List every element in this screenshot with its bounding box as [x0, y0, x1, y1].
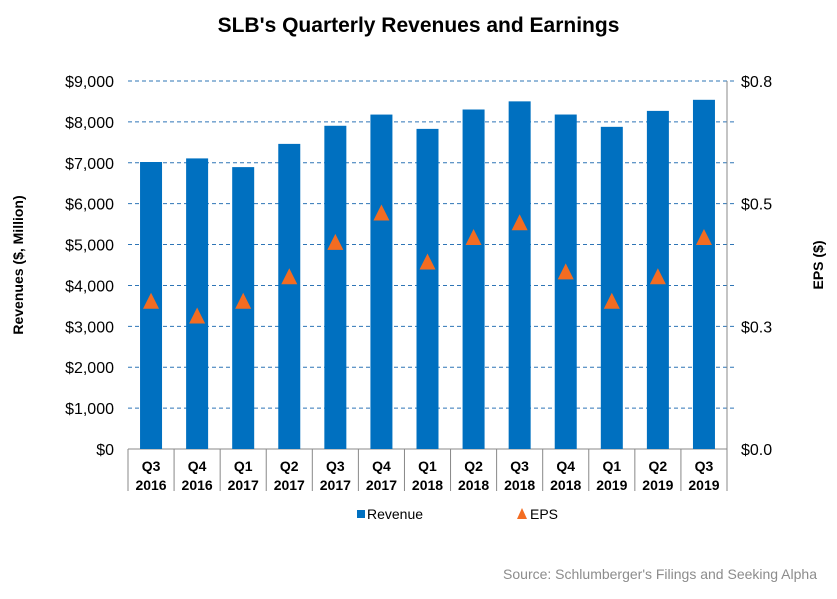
y2-tick-label: $0.8 [741, 74, 772, 91]
revenue-bar [508, 101, 531, 449]
y-tick-label: $7,000 [65, 156, 114, 173]
legend-eps-label: EPS [530, 506, 558, 522]
revenue-bar [462, 109, 485, 449]
eps-marker [511, 214, 528, 231]
y2-axis-title: EPS ($) [810, 240, 826, 289]
eps-marker [373, 204, 390, 221]
y-tick-label: $0 [96, 442, 114, 459]
x-tick-label: 2017 [274, 477, 305, 493]
eps-marker [189, 307, 206, 324]
y-tick-label: $9,000 [65, 74, 114, 91]
y-tick-label: $1,000 [65, 401, 114, 418]
x-tick-label: Q3 [142, 458, 161, 474]
x-tick-label: 2017 [228, 477, 259, 493]
y2-tick-label: $0.5 [741, 197, 772, 214]
eps-marker [281, 268, 298, 285]
x-tick-label: 2018 [550, 477, 581, 493]
x-tick-label: Q1 [234, 458, 253, 474]
x-tick-label: Q4 [372, 458, 391, 474]
x-tick-label: Q4 [188, 458, 207, 474]
y2-tick-label: $0.0 [741, 442, 772, 459]
revenue-bar [186, 158, 209, 450]
x-tick-label: 2018 [504, 477, 535, 493]
eps-marker [143, 292, 160, 309]
y-tick-label: $3,000 [65, 319, 114, 336]
x-tick-label: Q3 [510, 458, 529, 474]
eps-marker [695, 229, 712, 246]
revenue-bar [370, 114, 393, 450]
source-note: Source: Schlumberger's Filings and Seeki… [503, 566, 817, 582]
revenue-bar [324, 125, 347, 450]
x-tick-label: Q2 [280, 458, 299, 474]
y-tick-label: $5,000 [65, 238, 114, 255]
x-tick-label: 2018 [458, 477, 489, 493]
x-tick-label: Q1 [418, 458, 437, 474]
eps-marker [327, 233, 344, 250]
x-tick-label: 2016 [135, 477, 166, 493]
x-tick-label: 2019 [642, 477, 673, 493]
y-tick-label: $2,000 [65, 360, 114, 377]
x-tick-label: Q3 [326, 458, 345, 474]
legend-eps-marker [517, 508, 527, 519]
y-tick-label: $4,000 [65, 278, 114, 295]
chart-title: SLB's Quarterly Revenues and Earnings [217, 14, 620, 37]
x-tick-label: 2018 [412, 477, 443, 493]
eps-marker [235, 292, 252, 309]
revenue-bar [600, 126, 623, 450]
eps-marker [649, 268, 666, 285]
eps-marker [419, 253, 436, 270]
x-tick-label: 2017 [366, 477, 397, 493]
y-tick-label: $6,000 [65, 197, 114, 214]
x-tick-label: 2019 [688, 477, 719, 493]
legend-revenue-label: Revenue [367, 506, 423, 522]
x-tick-label: 2016 [182, 477, 213, 493]
x-tick-label: Q3 [695, 458, 714, 474]
revenue-bar [278, 143, 301, 449]
revenue-bar [416, 128, 439, 449]
revenue-bar [554, 114, 577, 449]
revenue-bar [692, 99, 715, 449]
x-tick-label: Q1 [602, 458, 621, 474]
x-tick-label: 2017 [320, 477, 351, 493]
x-tick-label: Q4 [556, 458, 575, 474]
y-axis-title: Revenues ($, Million) [10, 195, 26, 334]
eps-marker [557, 263, 574, 280]
eps-marker [603, 292, 620, 309]
x-tick-label: Q2 [649, 458, 668, 474]
legend-revenue-swatch [357, 510, 365, 518]
eps-marker [465, 229, 482, 246]
y2-tick-label: $0.3 [741, 319, 772, 336]
x-tick-label: Q2 [464, 458, 483, 474]
x-tick-label: 2019 [596, 477, 627, 493]
y-tick-label: $8,000 [65, 115, 114, 132]
